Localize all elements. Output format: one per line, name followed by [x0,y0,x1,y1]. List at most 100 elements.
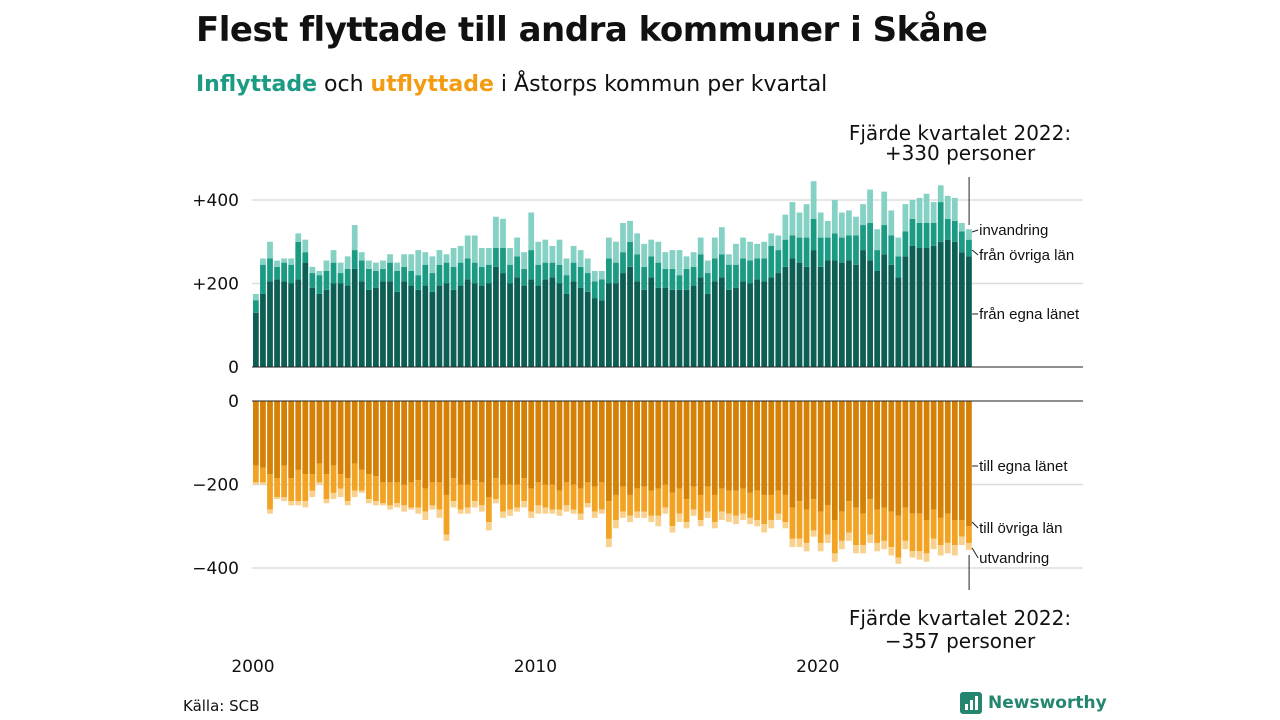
outflow-bar-segment [655,488,662,516]
outflow-bar-segment [648,490,655,516]
outflow-bar-segment [535,505,542,514]
outflow-bar-segment [549,484,556,510]
inflow-bar-segment [867,189,873,223]
inflow-bar-segment [690,252,697,267]
outflow-bar-segment [831,553,838,562]
inflow-bar-segment [507,248,513,265]
outflow-bar-segment [556,490,563,510]
outflow-bar-segment [959,401,965,520]
inflow-bar-segment [394,262,400,271]
inflow-bar-segment [330,262,337,284]
outflow-bar-segment [330,492,337,500]
outflow-bar-segment [966,542,972,551]
outflow-bar-segment [436,509,443,518]
inflow-bar-segment [754,258,761,280]
inflow-bar-segment [591,298,598,367]
inflow-bar-segment [549,277,556,367]
top-annotation-line2: +330 personer [885,141,1036,165]
outflow-bar-segment [373,401,379,477]
inflow-bar-segment [584,258,591,274]
inflow-bar-segment [415,275,422,290]
outflow-bar-segment [422,488,429,512]
outflow-bar-segment [803,401,810,510]
inflow-bar-segment [937,241,944,367]
inflow-bar-segment [556,283,563,367]
inflow-bar-segment [697,277,704,367]
inflow-bar-segment [457,262,464,286]
inflow-bar-segment [648,256,655,278]
outflow-bar-segment [740,488,746,514]
inflow-bar-segment [598,270,605,280]
inflow-bar-segment [415,289,422,367]
inflow-bar-segment [817,212,824,238]
inflow-bar-segment [330,283,337,367]
inflow-bar-segment [810,218,817,251]
inflow-bar-segment [747,260,753,284]
outflow-bar-segment [464,507,471,514]
outflow-bar-segment [860,545,866,554]
series-label-till-egna-lanet: till egna länet [979,458,1068,475]
inflow-bar-segment [528,279,535,367]
inflow-bar-segment [923,222,930,249]
outflow-bar-segment [267,474,273,510]
outflow-bar-segment [281,465,287,498]
inflow-bar-segment [831,200,838,234]
inflow-bar-segment [810,250,817,367]
outflow-bar-segment [669,401,676,493]
inflow-bar-segment [726,289,732,367]
inflow-bar-segment [881,254,888,367]
outflow-bar-segment [323,401,330,475]
outflow-bar-segment [838,540,845,550]
outflow-bar-segment [966,526,972,543]
outflow-bar-segment [718,511,725,520]
inflow-bar-segment [775,273,782,367]
inflow-bar-segment [726,264,732,290]
inflow-bar-segment [380,281,386,367]
inflow-bar-segment [485,283,492,367]
series-label-connector [971,229,979,233]
inflow-bar-segment [507,283,513,367]
outflow-bar-segment [408,507,415,510]
inflow-bar-segment [450,289,457,367]
outflow-bar-segment [337,488,344,498]
inflow-bar-segment [796,262,803,367]
outflow-bar-segment [281,497,287,502]
inflow-bar-segment [959,231,965,253]
outflow-bar-segment [853,507,859,546]
x-tick-label: 2020 [796,657,839,677]
inflow-bar-segment [867,260,873,367]
outflow-bar-segment [944,542,951,554]
inflow-bar-segment [422,285,429,367]
inflow-bar-segment [951,241,958,367]
outflow-bar-segment [253,465,259,483]
inflow-bar-segment [662,287,669,367]
outflow-bar-segment [683,499,690,523]
outflow-bar-segment [613,519,619,529]
inflow-bar-segment [789,258,796,367]
inflow-bar-segment [937,185,944,203]
outflow-bar-segment [323,474,330,500]
inflow-bar-segment [817,266,824,367]
inflow-bar-segment [267,258,273,282]
inflow-bar-segment [888,235,895,265]
outflow-bar-segment [606,501,612,539]
inflow-bar-segment [330,250,337,263]
inflow-bar-segment [951,220,958,242]
inflow-bar-segment [662,268,669,288]
inflow-bar-segment [365,260,372,269]
outflow-bar-segment [916,513,923,552]
inflow-bar-segment [655,262,662,288]
outflow-bar-segment [909,513,916,552]
inflow-bar-segment [627,266,633,367]
outflow-bar-segment [937,401,944,518]
inflow-bar-segment [733,264,739,288]
outflow-bar-segment [902,507,909,541]
inflow-bar-segment [485,248,492,265]
outflow-bar-segment [853,401,859,508]
outflow-bar-segment [817,511,824,543]
inflow-bar-segment [337,262,344,274]
inflow-bar-segment [803,237,810,267]
inflow-bar-segment [754,279,761,367]
outflow-bar-segment [422,511,429,520]
inflow-bar-segment [704,293,711,367]
